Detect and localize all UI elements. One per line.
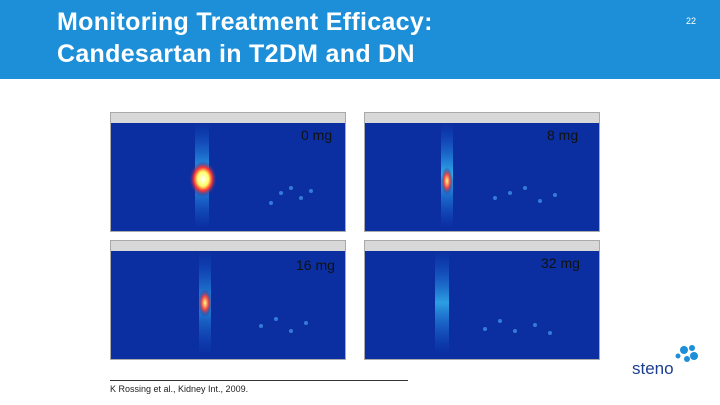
reference: K Rossing et al., Kidney Int., 2009. — [110, 384, 249, 394]
panel-label: 8 mg — [547, 127, 579, 143]
spectrogram-image — [365, 241, 599, 354]
panel-label: 0 mg — [301, 127, 333, 143]
header-bar: Monitoring Treatment Efficacy: Candesart… — [0, 0, 720, 79]
spectrogram-image — [111, 241, 345, 354]
spectrogram-image — [365, 113, 599, 228]
panel-label: 16 mg — [296, 257, 335, 273]
logo: steno — [632, 345, 698, 378]
panel-label: 32 mg — [541, 255, 580, 271]
page-number: 22 — [685, 16, 696, 26]
footnote-rule — [110, 380, 408, 381]
spectrogram: 0 mg — [110, 112, 346, 232]
spectrogram: 16 mg — [110, 240, 346, 360]
logo-text: steno — [632, 359, 674, 378]
spectrogram: 8 mg — [364, 112, 600, 232]
spectrogram-image — [111, 113, 345, 228]
title-line: Monitoring Treatment Efficacy: — [57, 8, 433, 36]
spectrogram: 32 mg — [364, 240, 600, 360]
title-line: Candesartan in T2DM and DN — [57, 40, 415, 68]
